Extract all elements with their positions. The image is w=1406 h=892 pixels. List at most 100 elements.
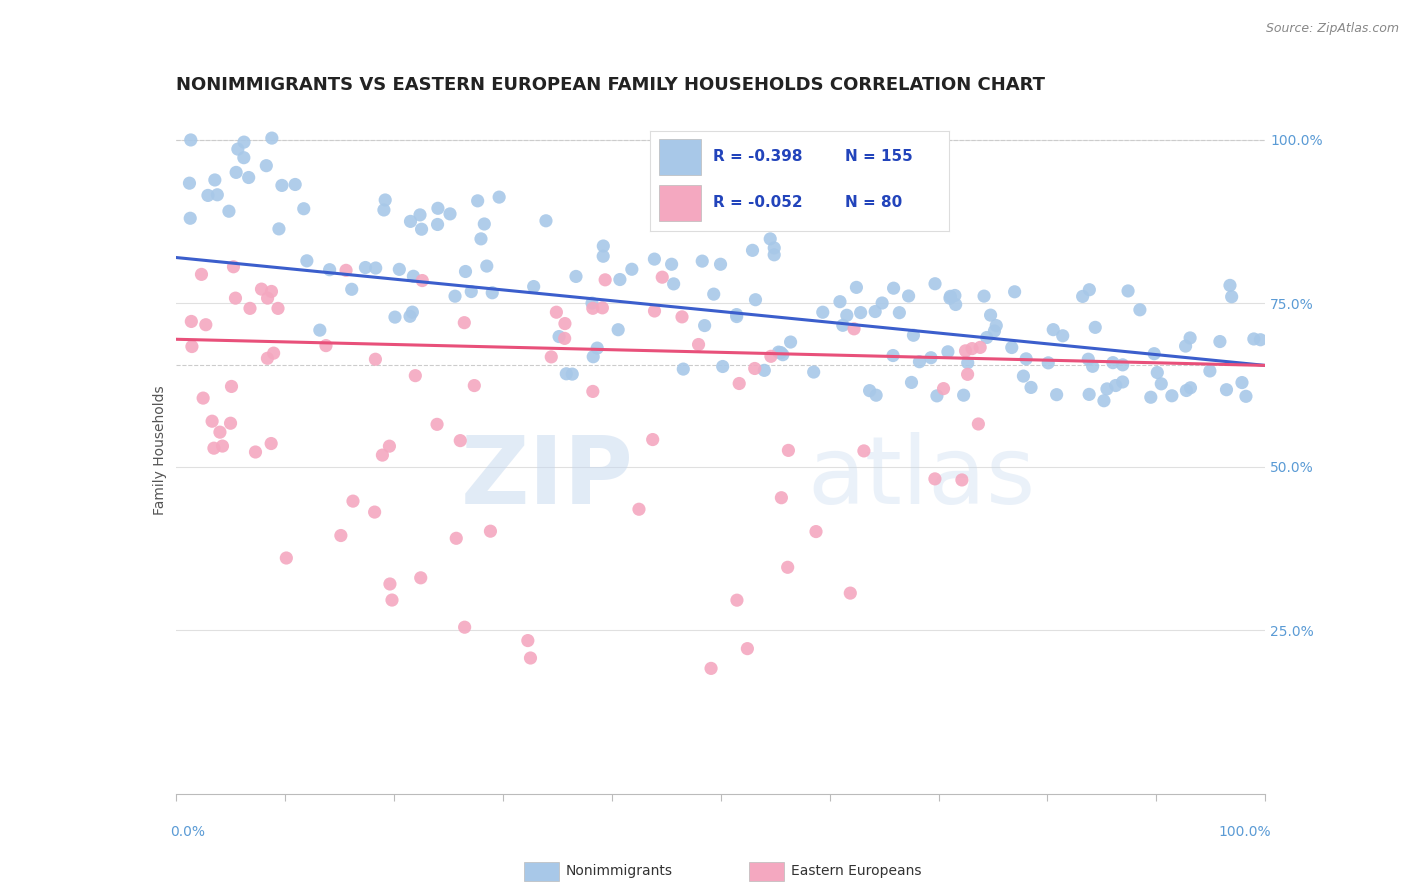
Point: [582, 350, 605, 364]
Point: [1243, 332, 1265, 346]
Point: [225, 165, 247, 179]
Point: [593, 273, 616, 287]
Point: [222, 260, 245, 274]
Point: [271, 178, 294, 193]
Point: [1230, 376, 1253, 390]
Point: [939, 291, 962, 305]
Point: [546, 305, 568, 319]
Point: [194, 318, 217, 332]
Point: [373, 202, 395, 217]
Point: [671, 310, 693, 324]
Point: [967, 417, 990, 431]
Point: [863, 304, 886, 318]
Point: [1015, 351, 1038, 366]
Point: [1111, 375, 1133, 389]
Point: [883, 281, 905, 295]
Point: [318, 262, 340, 277]
Point: [1234, 389, 1257, 403]
Point: [1052, 328, 1074, 343]
Point: [453, 620, 475, 634]
Point: [548, 329, 571, 343]
Point: [693, 318, 716, 333]
Point: [769, 345, 792, 359]
Point: [426, 218, 449, 232]
Point: [980, 308, 1002, 322]
Point: [374, 193, 396, 207]
Point: [1046, 387, 1069, 401]
Point: [882, 349, 904, 363]
Point: [804, 524, 827, 539]
Point: [523, 279, 546, 293]
Point: [945, 297, 967, 311]
Point: [239, 301, 262, 316]
Point: [472, 217, 495, 231]
Point: [381, 593, 404, 607]
Text: N = 80: N = 80: [845, 195, 901, 211]
Point: [688, 337, 710, 351]
Point: [1004, 285, 1026, 299]
Point: [219, 416, 242, 430]
Point: [460, 285, 482, 299]
Point: [956, 368, 979, 382]
Point: [481, 285, 503, 300]
Point: [399, 310, 422, 324]
Point: [943, 288, 966, 302]
Point: [835, 308, 858, 322]
Point: [409, 571, 432, 585]
Point: [644, 304, 666, 318]
Point: [897, 289, 920, 303]
Point: [768, 345, 790, 359]
Point: [488, 190, 510, 204]
Point: [190, 268, 212, 282]
Point: [950, 473, 973, 487]
Point: [889, 306, 911, 320]
Point: [672, 362, 695, 376]
Point: [218, 204, 240, 219]
Point: [1019, 380, 1042, 394]
Point: [238, 170, 260, 185]
Point: [463, 378, 485, 392]
Point: [803, 365, 825, 379]
Point: [1160, 389, 1182, 403]
Point: [292, 202, 315, 216]
Point: [1139, 390, 1161, 404]
Point: [267, 301, 290, 316]
Point: [641, 433, 664, 447]
Point: [179, 211, 201, 226]
Point: [180, 339, 202, 353]
Point: [364, 260, 387, 275]
Point: [378, 577, 401, 591]
Point: [329, 528, 352, 542]
Point: [703, 287, 725, 301]
Point: [1104, 378, 1126, 392]
Point: [839, 586, 862, 600]
Point: [620, 262, 643, 277]
Point: [364, 352, 387, 367]
Point: [204, 173, 226, 187]
Point: [1143, 347, 1166, 361]
Point: [828, 294, 851, 309]
Point: [609, 272, 631, 286]
Point: [1174, 339, 1197, 353]
Point: [1219, 278, 1241, 293]
Point: [976, 330, 998, 344]
Point: [607, 323, 630, 337]
Point: [865, 388, 887, 402]
Point: [388, 262, 411, 277]
Point: [1078, 283, 1101, 297]
Point: [908, 355, 931, 369]
Point: [627, 502, 650, 516]
Point: [1012, 369, 1035, 384]
Point: [335, 263, 357, 277]
Point: [952, 388, 974, 402]
Point: [772, 348, 794, 362]
Point: [581, 296, 603, 310]
Point: [276, 551, 298, 566]
Point: [378, 439, 401, 453]
Point: [925, 389, 948, 403]
Point: [411, 274, 433, 288]
Point: [411, 222, 433, 236]
Text: ZIP: ZIP: [461, 432, 633, 524]
Point: [260, 285, 283, 299]
Point: [586, 341, 609, 355]
